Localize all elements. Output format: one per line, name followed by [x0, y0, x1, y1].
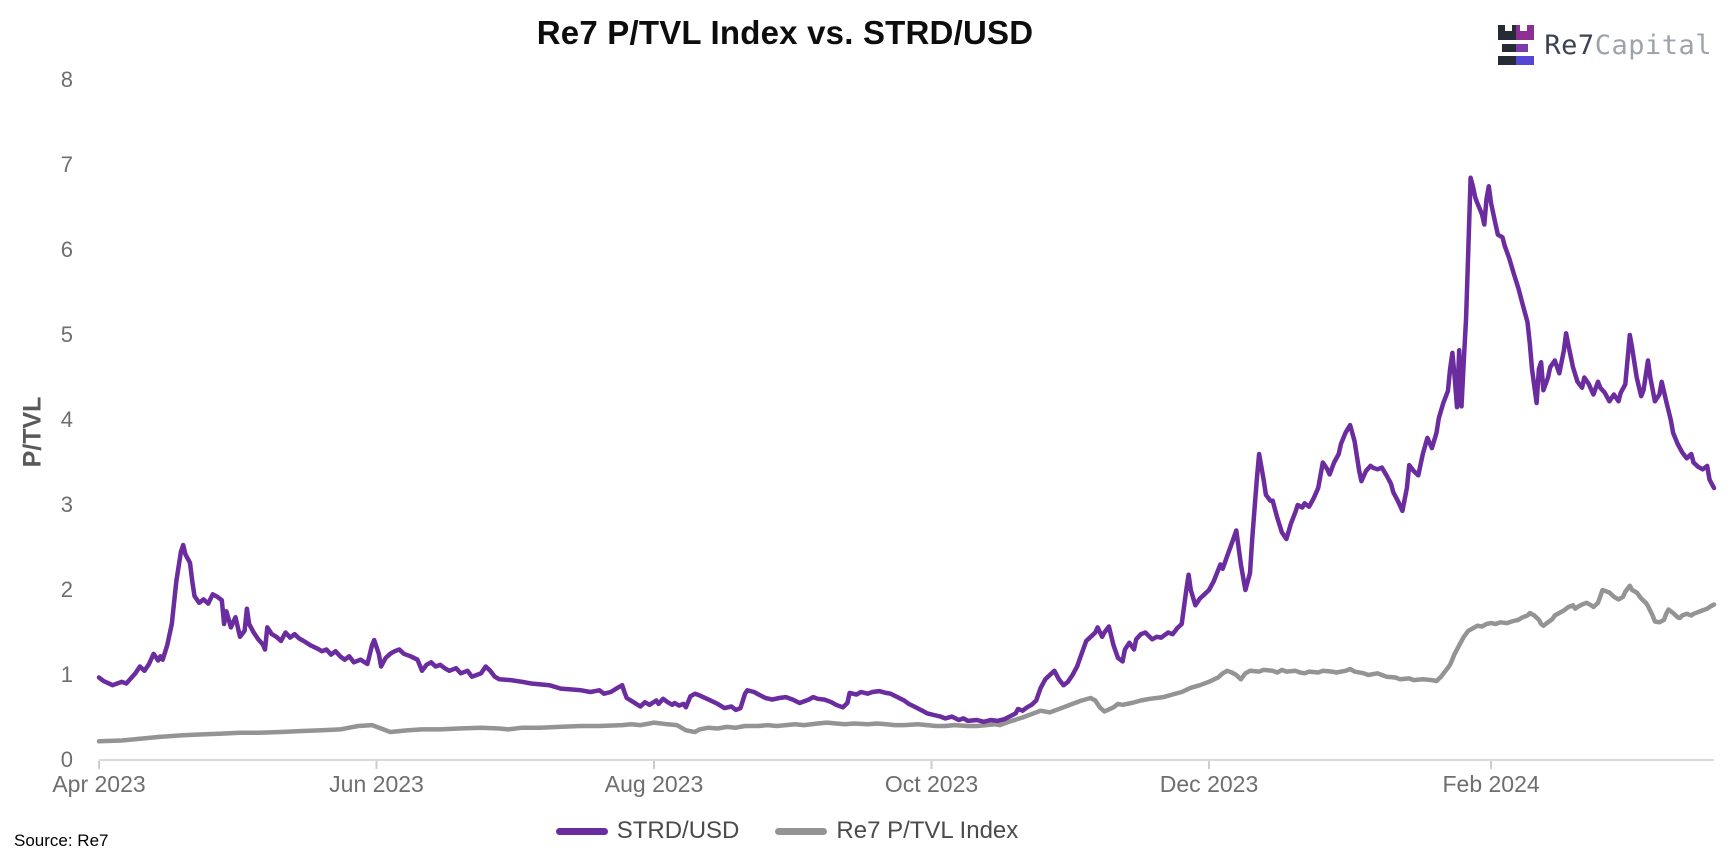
y-tick-label: 1 — [60, 662, 73, 687]
logo-wordmark: Re7Capital — [1544, 30, 1712, 61]
y-tick-label: 2 — [60, 577, 73, 602]
y-tick-label: 8 — [60, 67, 73, 92]
x-tick-label: Aug 2023 — [604, 771, 704, 797]
x-tick-label: Jun 2023 — [329, 771, 424, 797]
y-tick-label: 7 — [60, 152, 73, 177]
y-tick-label: 0 — [60, 747, 73, 772]
strd-usd-line-swatch — [555, 827, 608, 835]
x-tick-label: Dec 2023 — [1159, 771, 1259, 797]
legend-item-re7-ptvl-index: Re7 P/TVL Index — [775, 817, 1018, 845]
re7-capital-logo: Re7Capital — [1498, 25, 1712, 65]
legend-label-re7-ptvl-index: Re7 P/TVL Index — [836, 817, 1019, 844]
re7-ptvl-index-line-swatch — [775, 827, 828, 835]
re7-p-tvl-index-line — [96, 583, 1717, 744]
strd-usd-line — [96, 175, 1717, 725]
x-tick-label: Apr 2023 — [52, 771, 146, 797]
re7-castle-logo-icon — [1498, 25, 1535, 65]
y-tick-label: 6 — [60, 237, 73, 262]
x-tick-label: Feb 2024 — [1442, 771, 1540, 797]
legend-label-strd-usd: STRD/USD — [616, 817, 740, 844]
source-note: Source: Re7 — [14, 831, 109, 850]
y-tick-label: 4 — [60, 407, 73, 432]
logo-re7-text: Re7 — [1544, 29, 1595, 61]
y-tick-label: 3 — [60, 492, 73, 517]
x-tick-label: Oct 2023 — [884, 771, 979, 797]
legend-item-strd-usd: STRD/USD — [555, 817, 740, 845]
chart-legend: STRD/USD Re7 P/TVL Index — [0, 817, 1651, 845]
chart-title: Re7 P/TVL Index vs. STRD/USD — [536, 14, 1034, 51]
logo-capital-text: Capital — [1594, 29, 1712, 61]
y-tick-label: 5 — [60, 322, 73, 347]
